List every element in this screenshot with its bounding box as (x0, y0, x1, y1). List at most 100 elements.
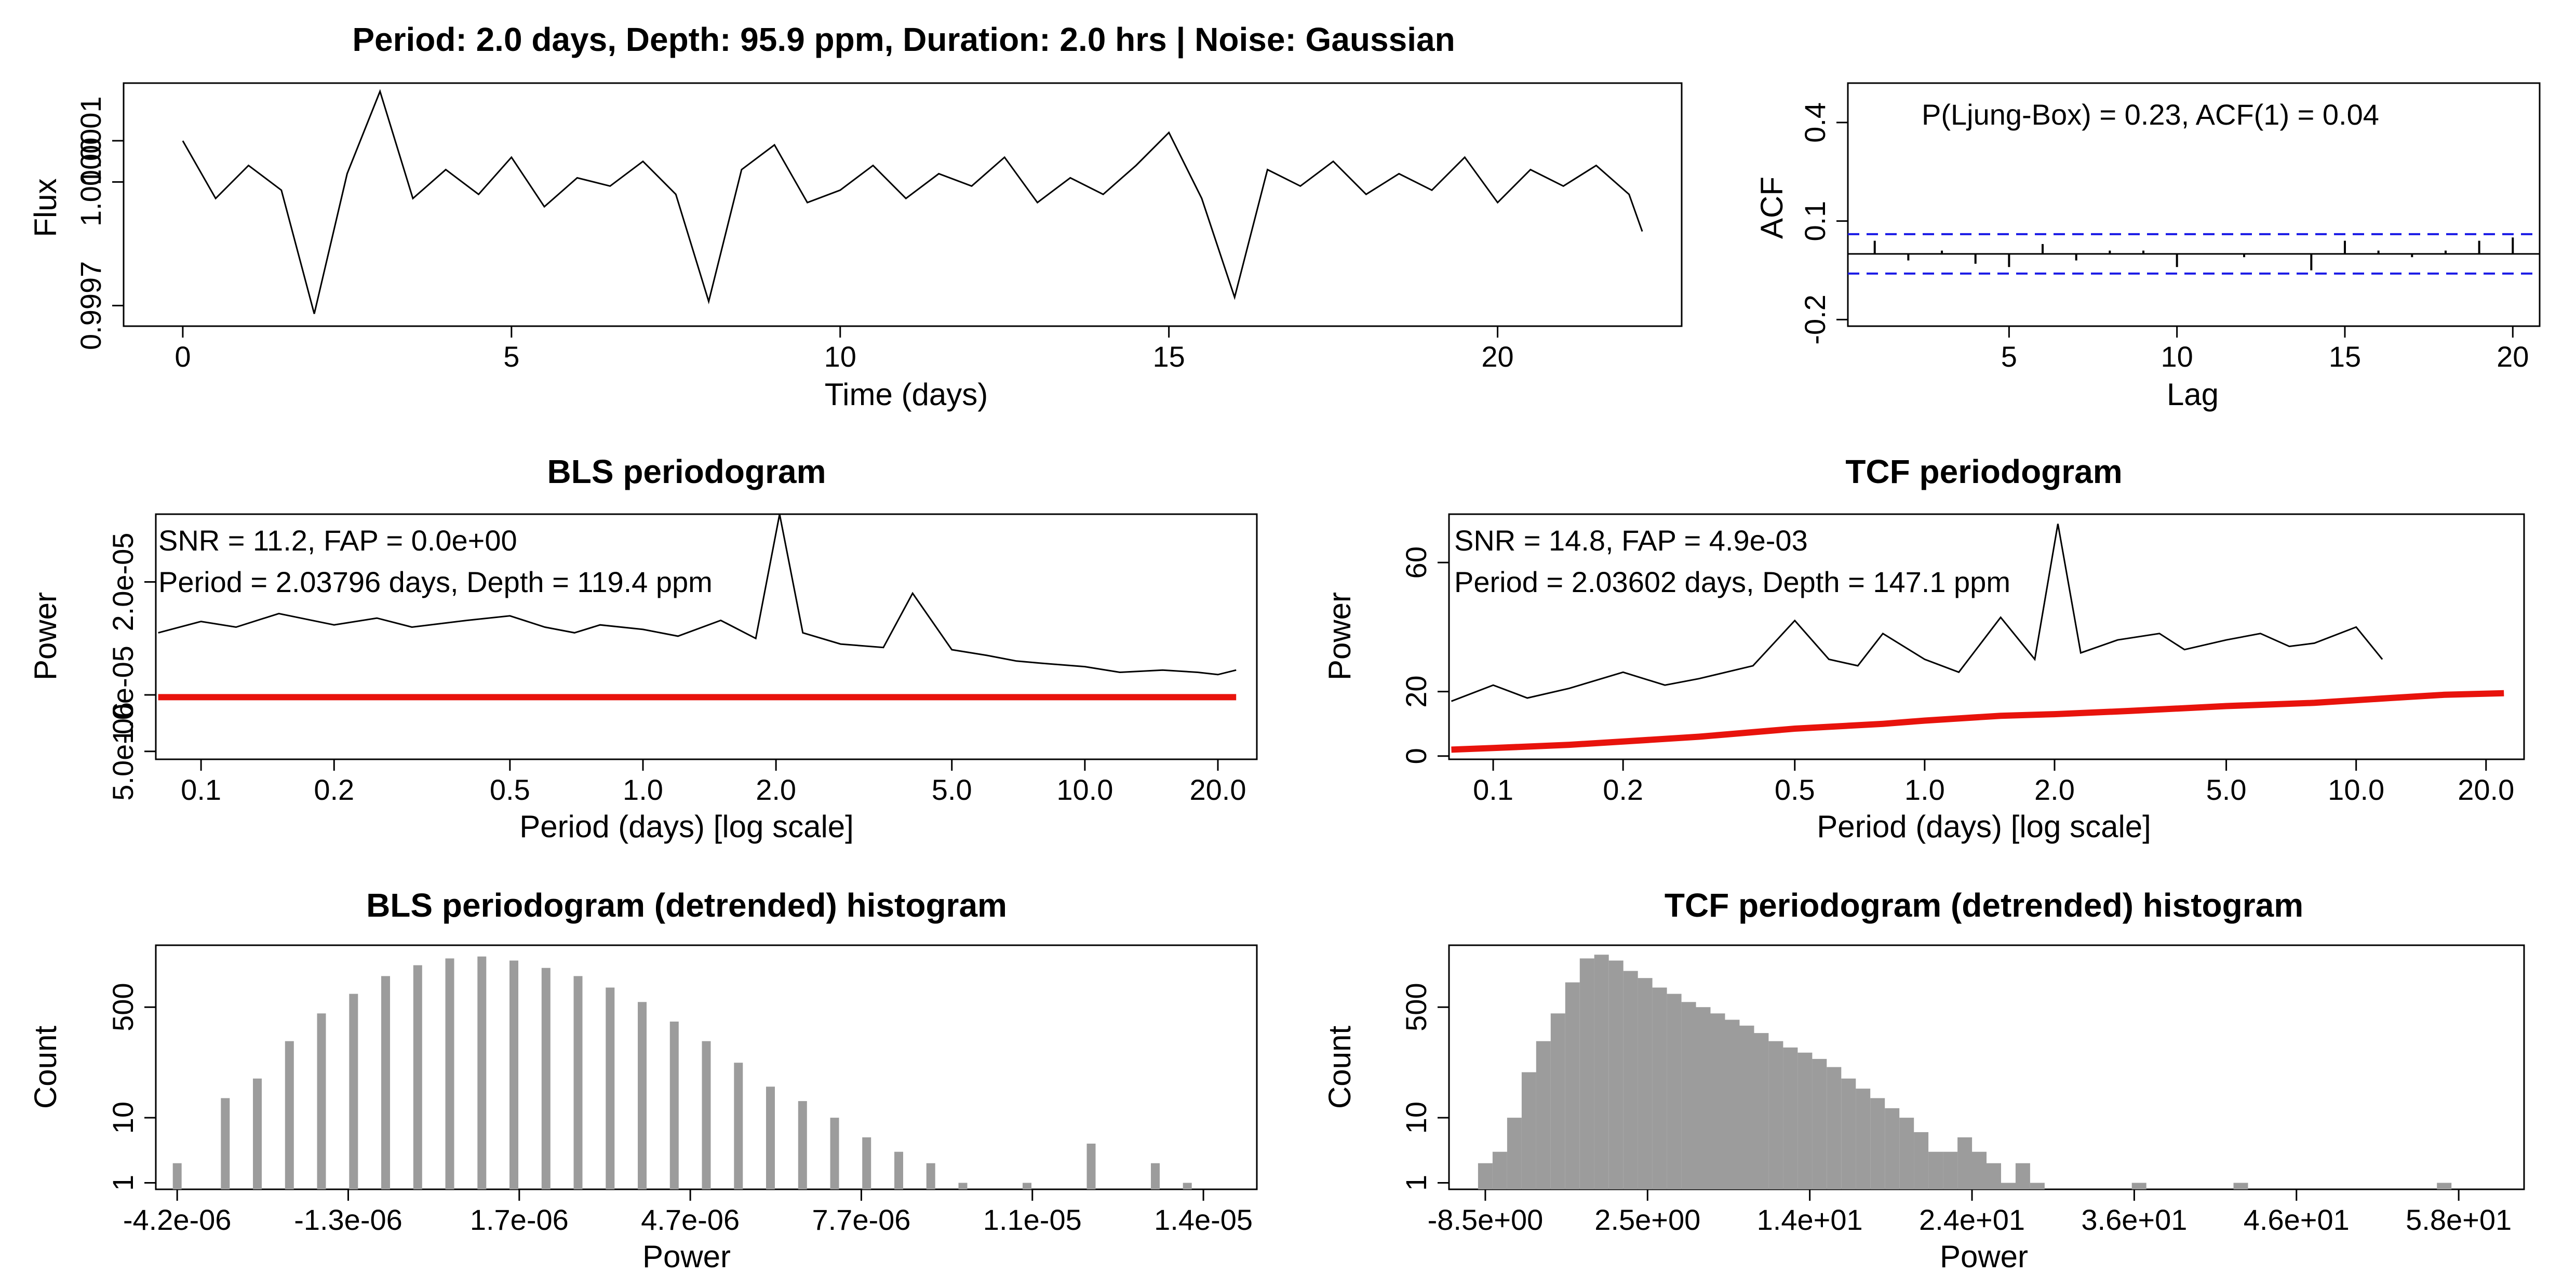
bls-hist-ylabel: Count (28, 1026, 63, 1109)
tcf-hist-y-tick-label: 10 (1400, 1102, 1432, 1134)
tcf-hist-bar (1739, 1025, 1754, 1189)
tcf-hist-x-tick-label: 4.6e+01 (2244, 1203, 2350, 1236)
acf-y-tick-label: 0.4 (1799, 102, 1831, 143)
tcf-hist-bar (1885, 1108, 1900, 1189)
bls-hist-bar (541, 968, 551, 1189)
bls-hist-bar (1023, 1183, 1031, 1189)
bls-hist-bar (958, 1183, 968, 1189)
bls-hist-bar (573, 976, 583, 1189)
bls-hist-bar (862, 1137, 871, 1189)
tcf-hist-bar (1928, 1151, 1943, 1189)
lightcurve-x-tick-label: 15 (1153, 340, 1185, 373)
tcf-ylabel: Power (1322, 592, 1357, 680)
tcf-x-tick-label: 0.2 (1603, 773, 1643, 806)
bls-hist-bar (285, 1041, 294, 1189)
tcf-hist-x-tick-label: 2.5e+00 (1594, 1203, 1700, 1236)
bls-plot-frame (155, 513, 1258, 760)
bls-x-tick-label: 2.0 (756, 773, 796, 806)
bls-hist-bar (349, 994, 358, 1189)
bls-hist-title: BLS periodogram (detrended) histogram (366, 887, 1007, 924)
bls-x-tick-label: 0.5 (490, 773, 530, 806)
bls-y-tick-label: 5.0e-06 (106, 702, 139, 801)
bls-hist-bar (669, 1022, 679, 1189)
acf-x-tick-label: 5 (2001, 340, 2017, 373)
tcf-hist-bar (1957, 1137, 1973, 1189)
tcf-hist-bar (1972, 1151, 1987, 1189)
tcf-x-tick-label: 1.0 (1904, 773, 1945, 806)
lightcurve-x-tick-label: 5 (503, 340, 519, 373)
tcf-hist-bar (2030, 1183, 2045, 1189)
tcf-hist-bar (2131, 1183, 2146, 1189)
bls-hist-bar (317, 1013, 326, 1189)
bls-x-tick-label: 0.2 (314, 773, 354, 806)
tcf-hist-ylabel: Count (1322, 1026, 1357, 1109)
bls-xlabel: Period (days) [log scale] (519, 809, 854, 844)
tcf-x-tick-label: 2.0 (2034, 773, 2075, 806)
bls-hist-bar (509, 960, 518, 1189)
tcf-hist-bar (2233, 1183, 2248, 1189)
tcf-x-tick-label: 10.0 (2328, 773, 2384, 806)
bls-hist-x-tick-label: 1.4e-05 (1154, 1203, 1253, 1236)
bls-title: BLS periodogram (547, 453, 826, 490)
tcf-hist-bar (1914, 1132, 1929, 1189)
acf-y-tick-label: -0.2 (1799, 294, 1831, 345)
tcf-x-tick-label: 5.0 (2206, 773, 2247, 806)
acf-y-tick-label: 0.1 (1799, 201, 1831, 242)
tcf-hist-bar (1856, 1089, 1871, 1189)
bls-x-tick-label: 10.0 (1056, 773, 1113, 806)
bls-hist-y-tick-label: 10 (106, 1102, 139, 1134)
bls-hist-bar (702, 1041, 711, 1189)
bls-hist-bar (1183, 1183, 1192, 1189)
tcf-hist-bar (1652, 987, 1667, 1189)
tcf-hist-xlabel: Power (1940, 1239, 2028, 1274)
bls-hist-bar (894, 1151, 903, 1189)
tcf-hist-bar (1899, 1118, 1914, 1189)
tcf-hist-bar (1667, 994, 1682, 1189)
tcf-hist-bar (1550, 1013, 1565, 1189)
bls-hist-x-tick-label: -1.3e-06 (294, 1203, 403, 1236)
tcf-hist-bar (1579, 958, 1594, 1189)
tcf-hist-x-tick-label: 1.4e+01 (1757, 1203, 1863, 1236)
tcf-hist-bar (1725, 1019, 1740, 1189)
tcf-hist-bar (1870, 1098, 1885, 1189)
tcf-hist-bar (1696, 1007, 1711, 1189)
tcf-hist-bar (2001, 1183, 2016, 1189)
tcf-title: TCF periodogram (1845, 453, 2122, 490)
lightcurve-x-tick-label: 20 (1481, 340, 1513, 373)
bls-hist-bar (734, 1063, 743, 1189)
acf-x-tick-label: 20 (2497, 340, 2529, 373)
bls-hist-bar (413, 965, 422, 1189)
lightcurve-plot-frame (123, 82, 1683, 327)
bls-power-line (158, 514, 1237, 676)
tcf-hist-bar (1478, 1163, 1493, 1189)
tcf-hist-x-tick-label: 5.8e+01 (2406, 1203, 2512, 1236)
tcf-hist-bar (1521, 1072, 1536, 1189)
bls-hist-bar (477, 956, 487, 1189)
tcf-annotation-snr: SNR = 14.8, FAP = 4.9e-03 (1454, 524, 1808, 557)
bls-y-tick-label: 2.0e-05 (106, 533, 139, 632)
acf-x-tick-label: 15 (2329, 340, 2361, 373)
tcf-hist-bar (1797, 1052, 1813, 1189)
bls-hist-bar (381, 976, 390, 1189)
tcf-hist-bar (1768, 1041, 1783, 1189)
lightcurve-y-tick-label: 1.0000 (74, 138, 107, 226)
bls-hist-bar (1086, 1144, 1096, 1189)
tcf-hist-bar (1710, 1013, 1725, 1189)
tcf-hist-bar (1681, 1002, 1696, 1189)
tcf-hist-bar (1608, 960, 1624, 1189)
lightcurve-series-line (182, 89, 1643, 314)
tcf-trend-line (1451, 690, 2504, 753)
tcf-hist-bar (1943, 1151, 1958, 1189)
tcf-hist-bar (1594, 955, 1609, 1189)
tcf-hist-bar (1987, 1163, 2001, 1189)
tcf-hist-bar (1754, 1033, 1769, 1189)
tcf-plot-frame (1448, 513, 2525, 760)
tcf-hist-bar (1565, 982, 1580, 1189)
bls-hist-bar (830, 1118, 839, 1189)
tcf-hist-bar (1827, 1067, 1842, 1189)
bls-hist-bar (253, 1078, 262, 1189)
tcf-y-tick-label: 0 (1400, 748, 1432, 764)
bls-x-tick-label: 20.0 (1190, 773, 1246, 806)
bls-x-tick-label: 1.0 (623, 773, 663, 806)
